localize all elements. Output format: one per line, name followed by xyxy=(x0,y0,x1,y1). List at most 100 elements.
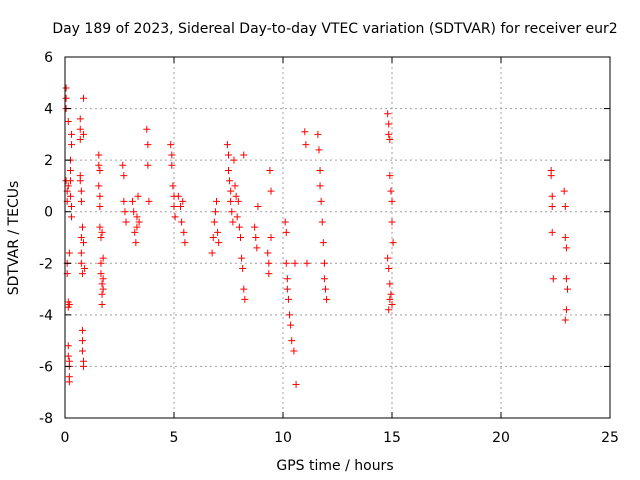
y-tick-label: -8 xyxy=(39,411,53,427)
data-point xyxy=(231,182,239,190)
data-point xyxy=(129,197,137,205)
data-point xyxy=(388,301,396,309)
data-point xyxy=(227,197,235,205)
data-point xyxy=(385,120,393,128)
y-tick-label: -2 xyxy=(39,256,53,272)
data-point xyxy=(282,228,290,236)
data-point xyxy=(77,197,85,205)
data-point xyxy=(323,295,331,303)
data-point xyxy=(68,213,76,221)
data-point xyxy=(99,275,107,283)
data-point xyxy=(174,192,182,200)
data-point xyxy=(240,285,248,293)
data-point xyxy=(389,239,397,247)
data-point xyxy=(387,187,395,195)
data-point xyxy=(135,218,143,226)
grid xyxy=(65,57,610,418)
data-point xyxy=(267,234,275,241)
x-tick-label: 25 xyxy=(601,430,619,446)
data-point xyxy=(180,228,188,236)
data-point xyxy=(562,275,570,283)
data-point xyxy=(265,259,273,267)
data-point xyxy=(95,182,103,190)
data-point xyxy=(386,280,394,288)
data-point xyxy=(119,161,127,169)
data-point xyxy=(283,275,291,283)
data-point xyxy=(292,380,300,388)
data-point xyxy=(62,84,70,92)
data-point xyxy=(320,275,328,283)
data-point xyxy=(143,125,151,133)
data-point xyxy=(169,182,177,190)
data-point xyxy=(77,249,85,257)
data-point xyxy=(167,141,175,149)
data-point xyxy=(236,234,244,241)
data-point xyxy=(241,295,249,303)
data-point xyxy=(64,117,72,125)
y-axis-label: SDTVAR / TECUs xyxy=(6,181,22,296)
data-point xyxy=(267,187,275,195)
data-point xyxy=(208,249,216,257)
data-point xyxy=(98,290,106,298)
data-point xyxy=(265,270,273,278)
data-point xyxy=(384,110,392,118)
data-point xyxy=(225,151,232,159)
data-points xyxy=(62,84,571,388)
data-point xyxy=(213,197,221,205)
data-point xyxy=(178,218,186,226)
data-point xyxy=(76,115,84,123)
data-point xyxy=(229,218,237,226)
data-point xyxy=(99,254,107,262)
data-point xyxy=(291,259,299,267)
data-point xyxy=(318,218,326,226)
y-tick-label: 6 xyxy=(44,50,53,66)
data-point xyxy=(214,228,222,236)
data-point xyxy=(131,228,139,236)
chart-title: Day 189 of 2023, Sidereal Day-to-day VTE… xyxy=(52,21,617,37)
data-point xyxy=(68,141,76,149)
data-point xyxy=(239,264,247,272)
data-point xyxy=(320,259,328,267)
data-point xyxy=(560,187,568,195)
y-tick-label: -6 xyxy=(39,359,53,375)
data-point xyxy=(130,208,138,216)
axis-ticks: 0 5 10 15 20 25 -8 -6 -4 -2 0 2 4 6 xyxy=(39,50,619,446)
data-point xyxy=(215,239,223,247)
data-point xyxy=(132,239,140,247)
data-point xyxy=(228,208,236,216)
data-point xyxy=(77,234,85,241)
data-point xyxy=(561,203,569,211)
data-point xyxy=(266,166,274,174)
data-point xyxy=(387,290,395,298)
data-point xyxy=(80,130,88,138)
x-tick-label: 0 xyxy=(61,430,70,446)
data-point xyxy=(168,151,176,159)
data-point xyxy=(301,128,309,136)
data-point xyxy=(64,182,72,190)
data-point xyxy=(314,130,322,138)
data-point xyxy=(303,259,311,267)
data-point xyxy=(78,337,86,345)
data-point xyxy=(562,306,570,314)
data-point xyxy=(120,172,128,180)
data-point xyxy=(290,347,298,355)
data-point xyxy=(549,275,557,283)
data-point xyxy=(171,213,179,221)
data-point xyxy=(233,213,241,221)
data-point xyxy=(238,254,246,262)
data-point xyxy=(388,197,396,205)
data-point xyxy=(77,187,85,195)
data-point xyxy=(385,130,393,138)
data-point xyxy=(316,166,324,174)
data-point xyxy=(181,239,189,247)
data-point xyxy=(99,285,107,293)
data-point xyxy=(78,347,86,355)
data-point xyxy=(96,166,104,174)
data-point xyxy=(78,270,86,278)
data-point xyxy=(282,259,290,267)
data-point xyxy=(316,182,324,190)
data-point xyxy=(286,311,294,319)
data-point xyxy=(76,136,84,144)
data-point xyxy=(168,161,176,169)
data-point xyxy=(66,192,74,200)
